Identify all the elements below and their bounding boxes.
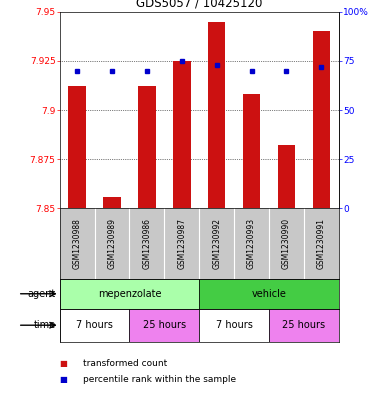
Text: 7 hours: 7 hours	[216, 320, 253, 330]
Bar	[60, 309, 129, 342]
Text: agent: agent	[28, 289, 56, 299]
Bar	[173, 61, 191, 208]
Bar	[269, 309, 339, 342]
Bar	[313, 31, 330, 208]
Text: vehicle: vehicle	[251, 289, 286, 299]
Text: transformed count: transformed count	[83, 359, 167, 368]
Text: 25 hours: 25 hours	[282, 320, 325, 330]
Bar	[103, 196, 121, 208]
Bar	[208, 22, 225, 208]
Title: GDS5057 / 10425120: GDS5057 / 10425120	[136, 0, 263, 9]
Text: percentile rank within the sample: percentile rank within the sample	[83, 375, 236, 384]
Bar	[278, 145, 295, 208]
Bar	[129, 309, 199, 342]
Text: GSM1230991: GSM1230991	[317, 218, 326, 269]
Text: ■: ■	[60, 375, 67, 384]
Text: GSM1230993: GSM1230993	[247, 218, 256, 269]
Text: GSM1230986: GSM1230986	[142, 218, 151, 269]
Text: GSM1230987: GSM1230987	[177, 218, 186, 269]
Text: mepenzolate: mepenzolate	[98, 289, 161, 299]
Bar	[60, 279, 199, 309]
Text: ■: ■	[60, 359, 67, 368]
Text: GSM1230992: GSM1230992	[212, 218, 221, 269]
Bar	[243, 94, 260, 208]
Bar	[69, 86, 86, 208]
Bar	[138, 86, 156, 208]
Bar	[199, 279, 339, 309]
Text: GSM1230990: GSM1230990	[282, 218, 291, 269]
Text: time: time	[34, 320, 56, 330]
Text: 7 hours: 7 hours	[76, 320, 113, 330]
Text: 25 hours: 25 hours	[143, 320, 186, 330]
Text: GSM1230988: GSM1230988	[73, 218, 82, 269]
Bar	[199, 309, 269, 342]
Text: GSM1230989: GSM1230989	[107, 218, 117, 269]
